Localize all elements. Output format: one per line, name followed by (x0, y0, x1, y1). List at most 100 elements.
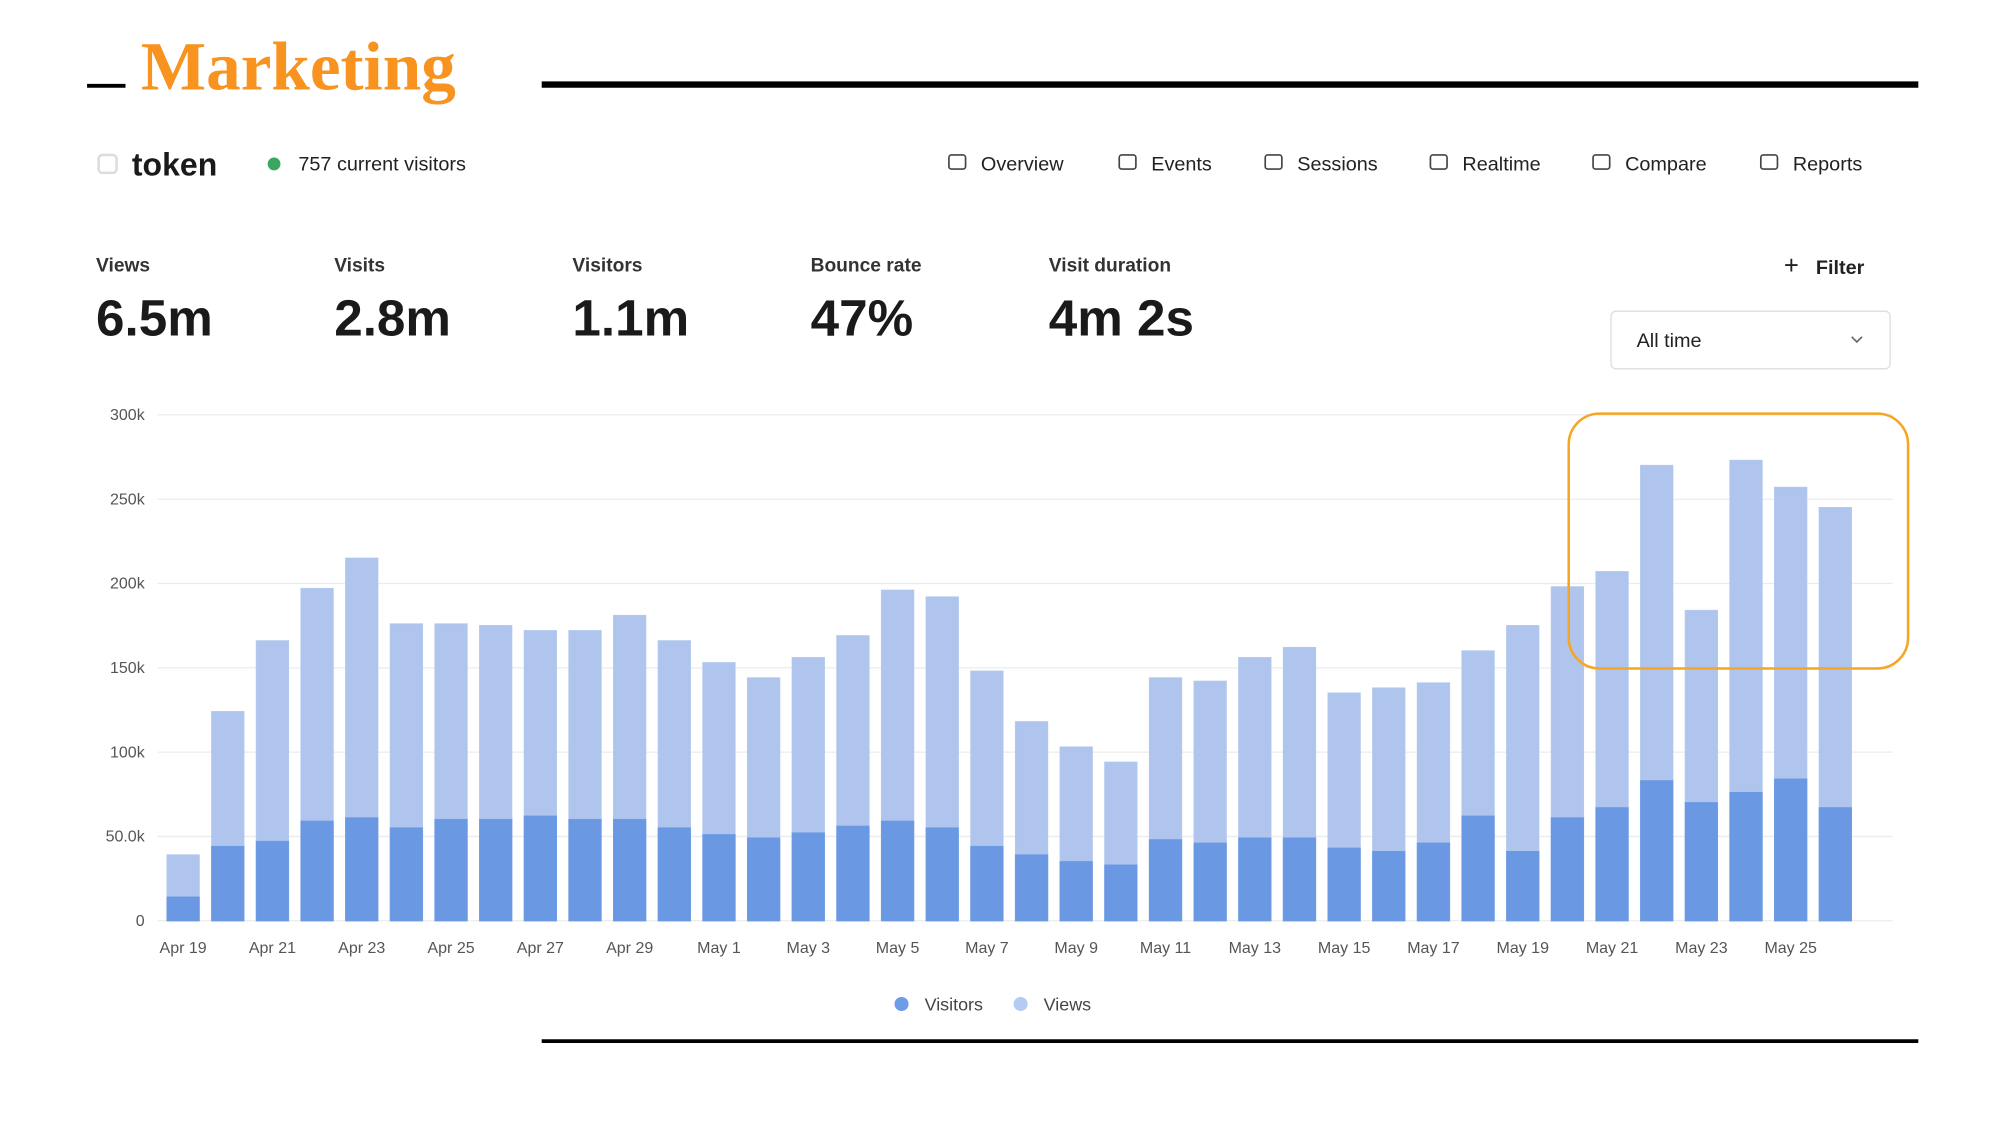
highlight (1567, 412, 1910, 670)
x-tick-label: May 21 (1586, 940, 1639, 957)
x-tick-label: May 9 (1054, 940, 1098, 957)
bar (389, 827, 424, 922)
stat-label: Views (96, 255, 150, 276)
nav-icon (1592, 154, 1611, 170)
live-dot (267, 157, 281, 171)
bar (345, 817, 379, 922)
site-icon (97, 153, 118, 175)
x-tick-label: Apr 25 (427, 940, 474, 957)
bar (1282, 837, 1317, 922)
bar (746, 837, 781, 922)
bar (1774, 778, 1808, 922)
x-tick-label: May 5 (876, 940, 920, 957)
bar (1372, 850, 1406, 922)
nav-icon (1118, 154, 1137, 170)
x-tick-label: Apr 19 (160, 940, 207, 957)
nav-icon (1264, 154, 1283, 170)
bar (1327, 847, 1361, 922)
date-select[interactable] (1610, 310, 1891, 370)
y-tick-label: 100k (110, 744, 146, 761)
x-tick-label: May 25 (1764, 940, 1817, 957)
bar (1640, 780, 1674, 922)
chart: 0 50.0k 100k 150k 200k 250k 300k Apr 19 Apr 21 Ap… (106, 407, 1893, 1014)
bar (434, 818, 468, 922)
nav-item[interactable]: Sessions (1297, 153, 1378, 175)
bar (1014, 854, 1049, 922)
stats: Views 6.5m Visits 2.8m Visitors 1.1m Bounce ra… (96, 255, 1194, 346)
date-range[interactable]: All time (1637, 330, 1702, 352)
nav-item[interactable]: Overview (981, 153, 1064, 175)
y-tick-label: 300k (110, 407, 146, 424)
x-tick-label: May 13 (1229, 940, 1282, 957)
x-tick-label: May 15 (1318, 940, 1371, 957)
bar (1416, 842, 1451, 922)
nav: Overview Events Sessions Realtime Compare Rep… (948, 153, 1863, 175)
y-tick-label: 250k (110, 491, 146, 508)
x-tick-label: May 23 (1675, 940, 1728, 957)
stat-label: Visitors (572, 255, 642, 276)
bar (523, 815, 558, 922)
bar (211, 845, 245, 922)
stat-value: 4m 2s (1049, 290, 1194, 347)
y-tick-label: 150k (110, 660, 146, 677)
bar (925, 827, 959, 922)
stat-value: 6.5m (96, 290, 213, 347)
stat-label: Visits (334, 255, 385, 276)
chevron (1851, 336, 1863, 344)
bar (1193, 842, 1227, 922)
x-tick-label: Apr 29 (606, 940, 653, 957)
y-tick-label: 50.0k (106, 829, 146, 846)
stat-label: Bounce rate (811, 255, 922, 276)
stat-label: Visit duration (1049, 255, 1171, 276)
x-tick-label: May 17 (1407, 940, 1460, 957)
stat-value: 1.1m (572, 290, 689, 347)
nav-item[interactable]: Events (1151, 153, 1212, 175)
bar (702, 834, 736, 922)
bar (1104, 864, 1138, 922)
bar (1729, 791, 1763, 922)
legend-swatch (894, 996, 909, 1012)
bar (791, 832, 825, 922)
nav-icon (1429, 154, 1448, 170)
bar (1059, 861, 1093, 922)
bar (166, 896, 200, 922)
current-visitors: 757 current visitors (298, 153, 466, 175)
nav-item[interactable]: Reports (1793, 153, 1863, 175)
x-tick-label: May 19 (1497, 940, 1550, 957)
filter-button[interactable]: Filter (1816, 257, 1865, 279)
x-tick-label: May 3 (786, 940, 830, 957)
site-name[interactable]: token (132, 146, 217, 182)
legend-label[interactable]: Views (1044, 994, 1091, 1014)
nav-item[interactable]: Compare (1625, 153, 1707, 175)
y-tick-label: 200k (110, 576, 146, 593)
legend-label[interactable]: Visitors (925, 994, 983, 1014)
bar (255, 840, 290, 922)
nav-icon (1759, 154, 1779, 170)
x-tick-label: May 7 (965, 940, 1009, 957)
bar (836, 825, 870, 922)
bar (1550, 817, 1585, 922)
bar (1818, 807, 1852, 922)
bar (1238, 837, 1272, 922)
bar (479, 818, 513, 922)
page-title: Marketing (141, 28, 456, 105)
bar (568, 818, 602, 922)
bar (1461, 815, 1495, 922)
y-tick-label: 0 (136, 913, 145, 930)
x-tick-label: May 11 (1140, 940, 1191, 957)
stat-value: 47% (811, 290, 914, 347)
x-tick-label: May 1 (697, 940, 741, 957)
bar (1595, 807, 1629, 922)
filter-icon[interactable]: + (1784, 252, 1799, 280)
stat-value: 2.8m (334, 290, 451, 347)
bar (1684, 802, 1719, 922)
x-tick-label: Apr 27 (517, 940, 564, 957)
bar (970, 845, 1004, 922)
nav-item[interactable]: Realtime (1462, 153, 1540, 175)
x-tick-label: Apr 23 (338, 940, 385, 957)
legend-swatch (1013, 996, 1028, 1012)
nav-icon (948, 154, 967, 170)
x-tick-label: Apr 21 (249, 940, 296, 957)
